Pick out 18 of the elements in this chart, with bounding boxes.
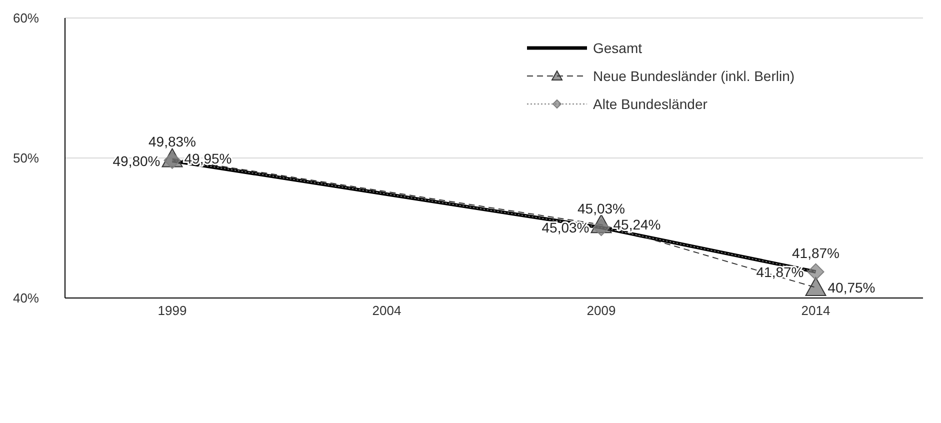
data-label: 41,87% — [792, 244, 840, 261]
legend-label: Gesamt — [593, 40, 642, 56]
y-tick-label: 50% — [12, 150, 40, 166]
y-tick-label: 40% — [12, 290, 40, 306]
x-tick-label: 2004 — [372, 303, 402, 318]
data-label: 45,24% — [613, 216, 661, 233]
x-tick-label: 1999 — [158, 303, 187, 318]
data-label: 45,03% — [578, 200, 625, 217]
data-label: 49,80% — [112, 152, 160, 169]
data-label: 45,03% — [542, 220, 590, 236]
data-label: 49,83% — [148, 133, 196, 150]
legend-label: Alte Bundesländer — [593, 96, 708, 112]
legend-label: Neue Bundesländer (inkl. Berlin) — [593, 68, 795, 84]
data-label: 49,95% — [184, 150, 232, 167]
x-tick-label: 2009 — [586, 303, 616, 318]
y-tick-label: 60% — [12, 10, 40, 26]
data-label: 40,75% — [828, 280, 876, 296]
x-tick-label: 2014 — [801, 303, 830, 318]
